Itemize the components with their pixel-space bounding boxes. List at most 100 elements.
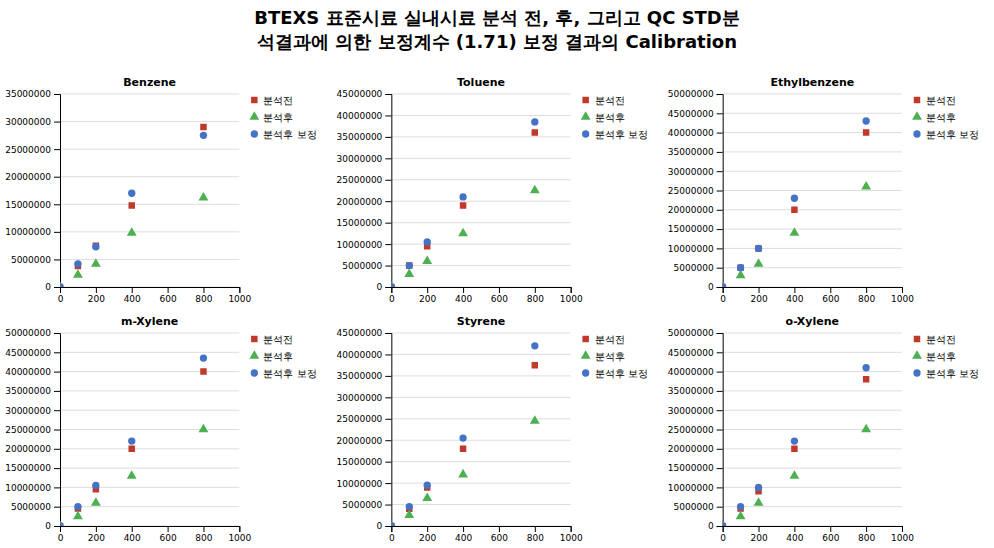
tick: 400 [124,526,141,543]
grid-line [391,354,570,355]
tick: 30000000 [668,406,723,416]
point [459,193,466,200]
axis-line [54,95,61,288]
legend-symbol [581,111,591,120]
tick: 20000000 [337,436,392,446]
tick-mark [717,410,723,411]
tick: 30000000 [337,154,392,164]
tick-mark [54,468,60,469]
tick: 0 [377,282,392,292]
tick-mark [717,449,723,450]
tick: 25000000 [337,414,392,424]
legend: 분석전분석후분석후 보정 [581,95,648,140]
tick: 10000000 [5,483,60,493]
point [73,511,83,520]
point [60,283,64,287]
legend-item: 분석전 [582,334,624,345]
series [723,424,871,526]
tick-label: 5000000 [11,502,51,512]
tick-mark [132,526,133,532]
legend-label: 분석전 [263,95,293,106]
axis-line [717,95,724,288]
tick-label: 400 [455,294,472,304]
point [404,268,414,277]
tick: 15000000 [668,224,723,234]
x-axis: 02004006008001000 [389,526,583,543]
legend-label: 분석전 [263,334,293,345]
tick-mark [717,248,723,249]
tick-mark [717,507,723,508]
point [723,523,726,526]
tick-label: 0 [58,533,64,543]
tick-mark [385,376,391,377]
tick-label: 400 [786,533,803,543]
tick: 40000000 [337,350,392,360]
legend-symbol [581,350,591,359]
grid-line [391,333,570,334]
tick-label: 600 [822,294,839,304]
tick: 0 [708,282,723,292]
tick-label: 1000 [891,533,914,543]
point [127,470,137,479]
tick-label: 200 [88,533,105,543]
tick-label: 20000000 [668,444,714,454]
tick-mark [717,268,723,269]
tick: 50000000 [5,328,60,338]
tick: 5000000 [674,263,723,273]
panel: 0200400600800100005000000100000001500000… [668,76,979,304]
tick: 20000000 [5,172,60,182]
legend-symbol [251,97,257,103]
tick-label: 40000000 [5,367,51,377]
point [391,284,394,287]
legend-label: 분석후 [595,351,625,362]
tick: 45000000 [668,109,723,119]
tick-mark [96,526,97,532]
legend-label: 분석후 [595,112,625,123]
point [458,469,468,478]
tick-mark [385,419,391,420]
tick: 10000000 [668,244,723,254]
tick: 200 [750,287,767,304]
tick-label: 40000000 [337,111,383,121]
point [861,424,871,433]
tick: 0 [720,287,726,304]
point [60,281,65,287]
tick-label: 1000 [560,294,583,304]
tick-mark [385,397,391,398]
tick: 400 [786,526,803,543]
tick: 30000000 [668,167,723,177]
tick: 20000000 [668,444,723,454]
point [791,446,797,452]
legend-item: 분석후 [249,111,293,122]
tick-mark [571,287,572,293]
point [424,238,431,245]
tick-mark [385,483,391,484]
tick-mark [499,526,500,532]
tick: 1000 [891,287,914,304]
grid [391,333,570,526]
point [459,434,466,441]
series [391,342,538,526]
tick-mark [385,526,391,527]
point [391,281,396,287]
tick-label: 35000000 [668,386,714,396]
grid-line [60,410,239,411]
point [754,258,764,267]
legend: 분석전분석후분석후 보정 [581,334,648,379]
legend-symbol [249,350,259,359]
tick-label: 25000000 [668,186,714,196]
legend-label: 분석후 [926,351,956,362]
tick: 5000000 [342,500,391,510]
point [755,484,762,491]
marks [723,364,871,526]
grid [60,333,239,526]
point [723,284,726,287]
title: BTEXS 표준시료 실내시료 분석 전, 후, 그리고 QC STD분석결과에… [254,7,740,52]
tick: 40000000 [5,367,60,377]
tick-mark [830,287,831,293]
point [391,523,394,526]
tick-mark [54,352,60,353]
grid-line [723,333,902,334]
series [60,132,207,287]
tick-label: 800 [527,294,544,304]
